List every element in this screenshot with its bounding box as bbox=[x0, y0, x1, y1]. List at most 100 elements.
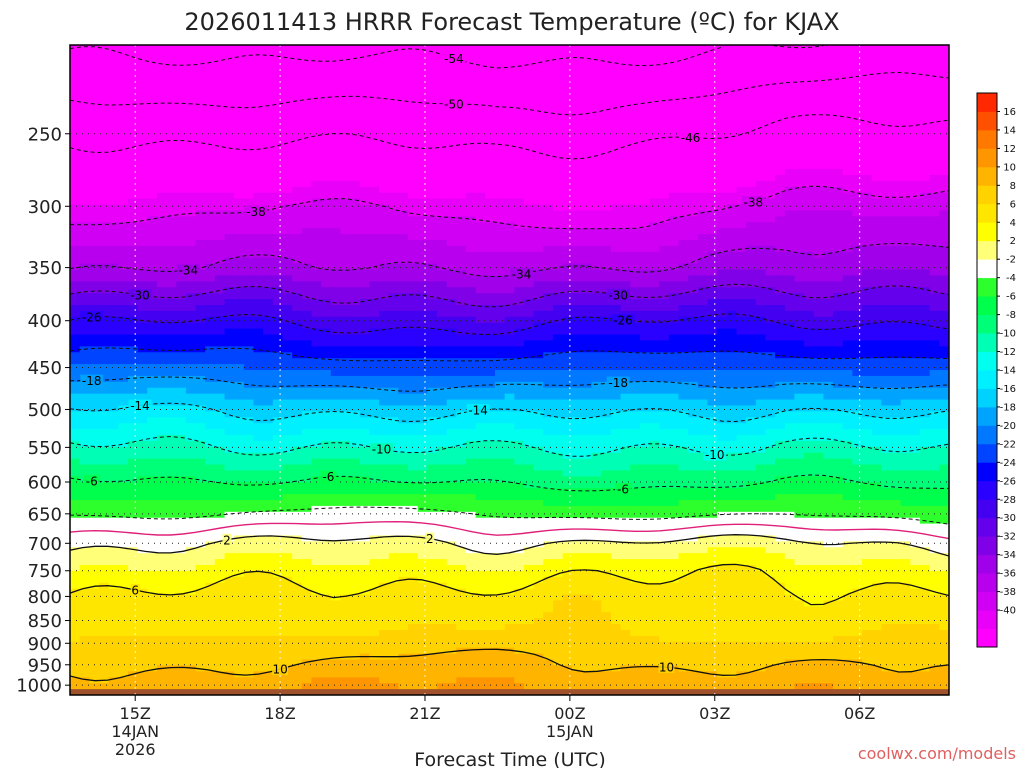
temperature-cell bbox=[311, 169, 322, 176]
temperature-cell bbox=[301, 169, 313, 176]
temperature-cell bbox=[398, 192, 409, 200]
temperature-cell bbox=[340, 287, 351, 294]
temperature-cell bbox=[504, 80, 515, 87]
temperature-cell bbox=[195, 204, 206, 212]
temperature-cell bbox=[224, 192, 235, 200]
temperature-cell bbox=[282, 399, 293, 407]
temperature-cell bbox=[437, 435, 448, 442]
temperature-cell bbox=[127, 358, 139, 365]
temperature-cell bbox=[214, 110, 226, 117]
temperature-cell bbox=[359, 145, 371, 152]
temperature-cell bbox=[398, 45, 409, 52]
plot-area: -54-50-46-38-38-34 -34-30 -30-26 -26-18 -18-… bbox=[70, 45, 949, 695]
temperature-cell bbox=[79, 429, 90, 436]
temperature-cell bbox=[176, 62, 187, 70]
temperature-cell bbox=[176, 139, 187, 147]
temperature-cell bbox=[437, 618, 448, 625]
temperature-cell bbox=[475, 110, 486, 117]
temperature-cell bbox=[263, 346, 274, 353]
temperature-cell bbox=[417, 511, 428, 519]
temperature-cell bbox=[195, 659, 206, 667]
temperature-cell bbox=[456, 653, 467, 661]
temperature-cell bbox=[495, 198, 506, 206]
temperature-cell bbox=[379, 334, 390, 342]
temperature-cell bbox=[446, 145, 457, 152]
temperature-cell bbox=[272, 68, 284, 76]
temperature-cell bbox=[369, 553, 380, 560]
temperature-cell bbox=[272, 186, 284, 194]
temperature-cell bbox=[475, 464, 486, 472]
temperature-cell bbox=[79, 269, 90, 277]
temperature-cell bbox=[330, 683, 342, 690]
temperature-cell bbox=[408, 541, 419, 548]
temperature-cell bbox=[70, 86, 81, 93]
temperature-cell bbox=[437, 234, 448, 241]
temperature-cell bbox=[350, 45, 361, 52]
temperature-cell bbox=[253, 234, 264, 241]
temperature-cell bbox=[398, 659, 409, 667]
temperature-cell bbox=[495, 511, 506, 519]
temperature-cell bbox=[147, 464, 158, 472]
temperature-cell bbox=[292, 452, 303, 460]
temperature-cell bbox=[137, 275, 148, 282]
temperature-cell bbox=[137, 523, 148, 531]
temperature-cell bbox=[311, 541, 322, 548]
temperature-cell bbox=[292, 405, 303, 412]
temperature-cell bbox=[417, 127, 428, 135]
temperature-cell bbox=[485, 405, 496, 412]
temperature-cell bbox=[137, 440, 148, 448]
temperature-cell bbox=[147, 659, 158, 667]
temperature-cell bbox=[408, 340, 419, 347]
temperature-cell bbox=[205, 180, 216, 188]
temperature-cell bbox=[127, 151, 139, 158]
temperature-cell bbox=[282, 470, 293, 477]
temperature-cell bbox=[466, 381, 477, 389]
temperature-cell bbox=[437, 423, 448, 430]
temperature-cell bbox=[388, 523, 400, 531]
temperature-cell bbox=[272, 346, 284, 353]
temperature-cell bbox=[272, 92, 284, 99]
temperature-cell bbox=[388, 364, 400, 371]
temperature-cell bbox=[398, 263, 409, 271]
temperature-cell bbox=[475, 641, 486, 649]
temperature-cell bbox=[70, 606, 81, 613]
temperature-cell bbox=[301, 139, 313, 147]
temperature-cell bbox=[253, 500, 264, 507]
temperature-cell bbox=[214, 157, 226, 164]
temperature-cell bbox=[176, 458, 187, 466]
temperature-cell bbox=[437, 316, 448, 324]
temperature-cell bbox=[388, 588, 400, 596]
temperature-cell bbox=[340, 423, 351, 430]
temperature-cell bbox=[311, 387, 322, 395]
temperature-cell bbox=[359, 251, 371, 259]
temperature-cell bbox=[195, 62, 206, 70]
temperature-cell bbox=[388, 535, 400, 542]
temperature-cell bbox=[495, 452, 506, 460]
temperature-cell bbox=[340, 500, 351, 507]
temperature-cell bbox=[301, 293, 313, 300]
temperature-cell bbox=[166, 180, 177, 188]
temperature-cell bbox=[446, 92, 457, 99]
temperature-cell bbox=[205, 68, 216, 76]
temperature-cell bbox=[495, 346, 506, 353]
temperature-cell bbox=[195, 618, 206, 625]
temperature-cell bbox=[311, 594, 322, 602]
temperature-cell bbox=[321, 405, 332, 412]
temperature-cell bbox=[253, 163, 264, 170]
temperature-cell bbox=[108, 257, 119, 265]
temperature-cell bbox=[108, 476, 119, 483]
temperature-cell bbox=[485, 50, 496, 58]
temperature-cell bbox=[108, 310, 119, 318]
temperature-cell bbox=[147, 576, 158, 584]
temperature-cell bbox=[388, 133, 400, 141]
temperature-cell bbox=[234, 624, 245, 631]
temperature-cell bbox=[156, 104, 168, 111]
temperature-cell bbox=[340, 163, 351, 170]
temperature-cell bbox=[185, 180, 197, 188]
temperature-cell bbox=[166, 624, 177, 631]
temperature-cell bbox=[301, 364, 313, 371]
temperature-cell bbox=[485, 446, 496, 454]
temperature-cell bbox=[340, 517, 351, 525]
temperature-cell bbox=[311, 612, 322, 619]
temperature-cell bbox=[379, 429, 390, 436]
